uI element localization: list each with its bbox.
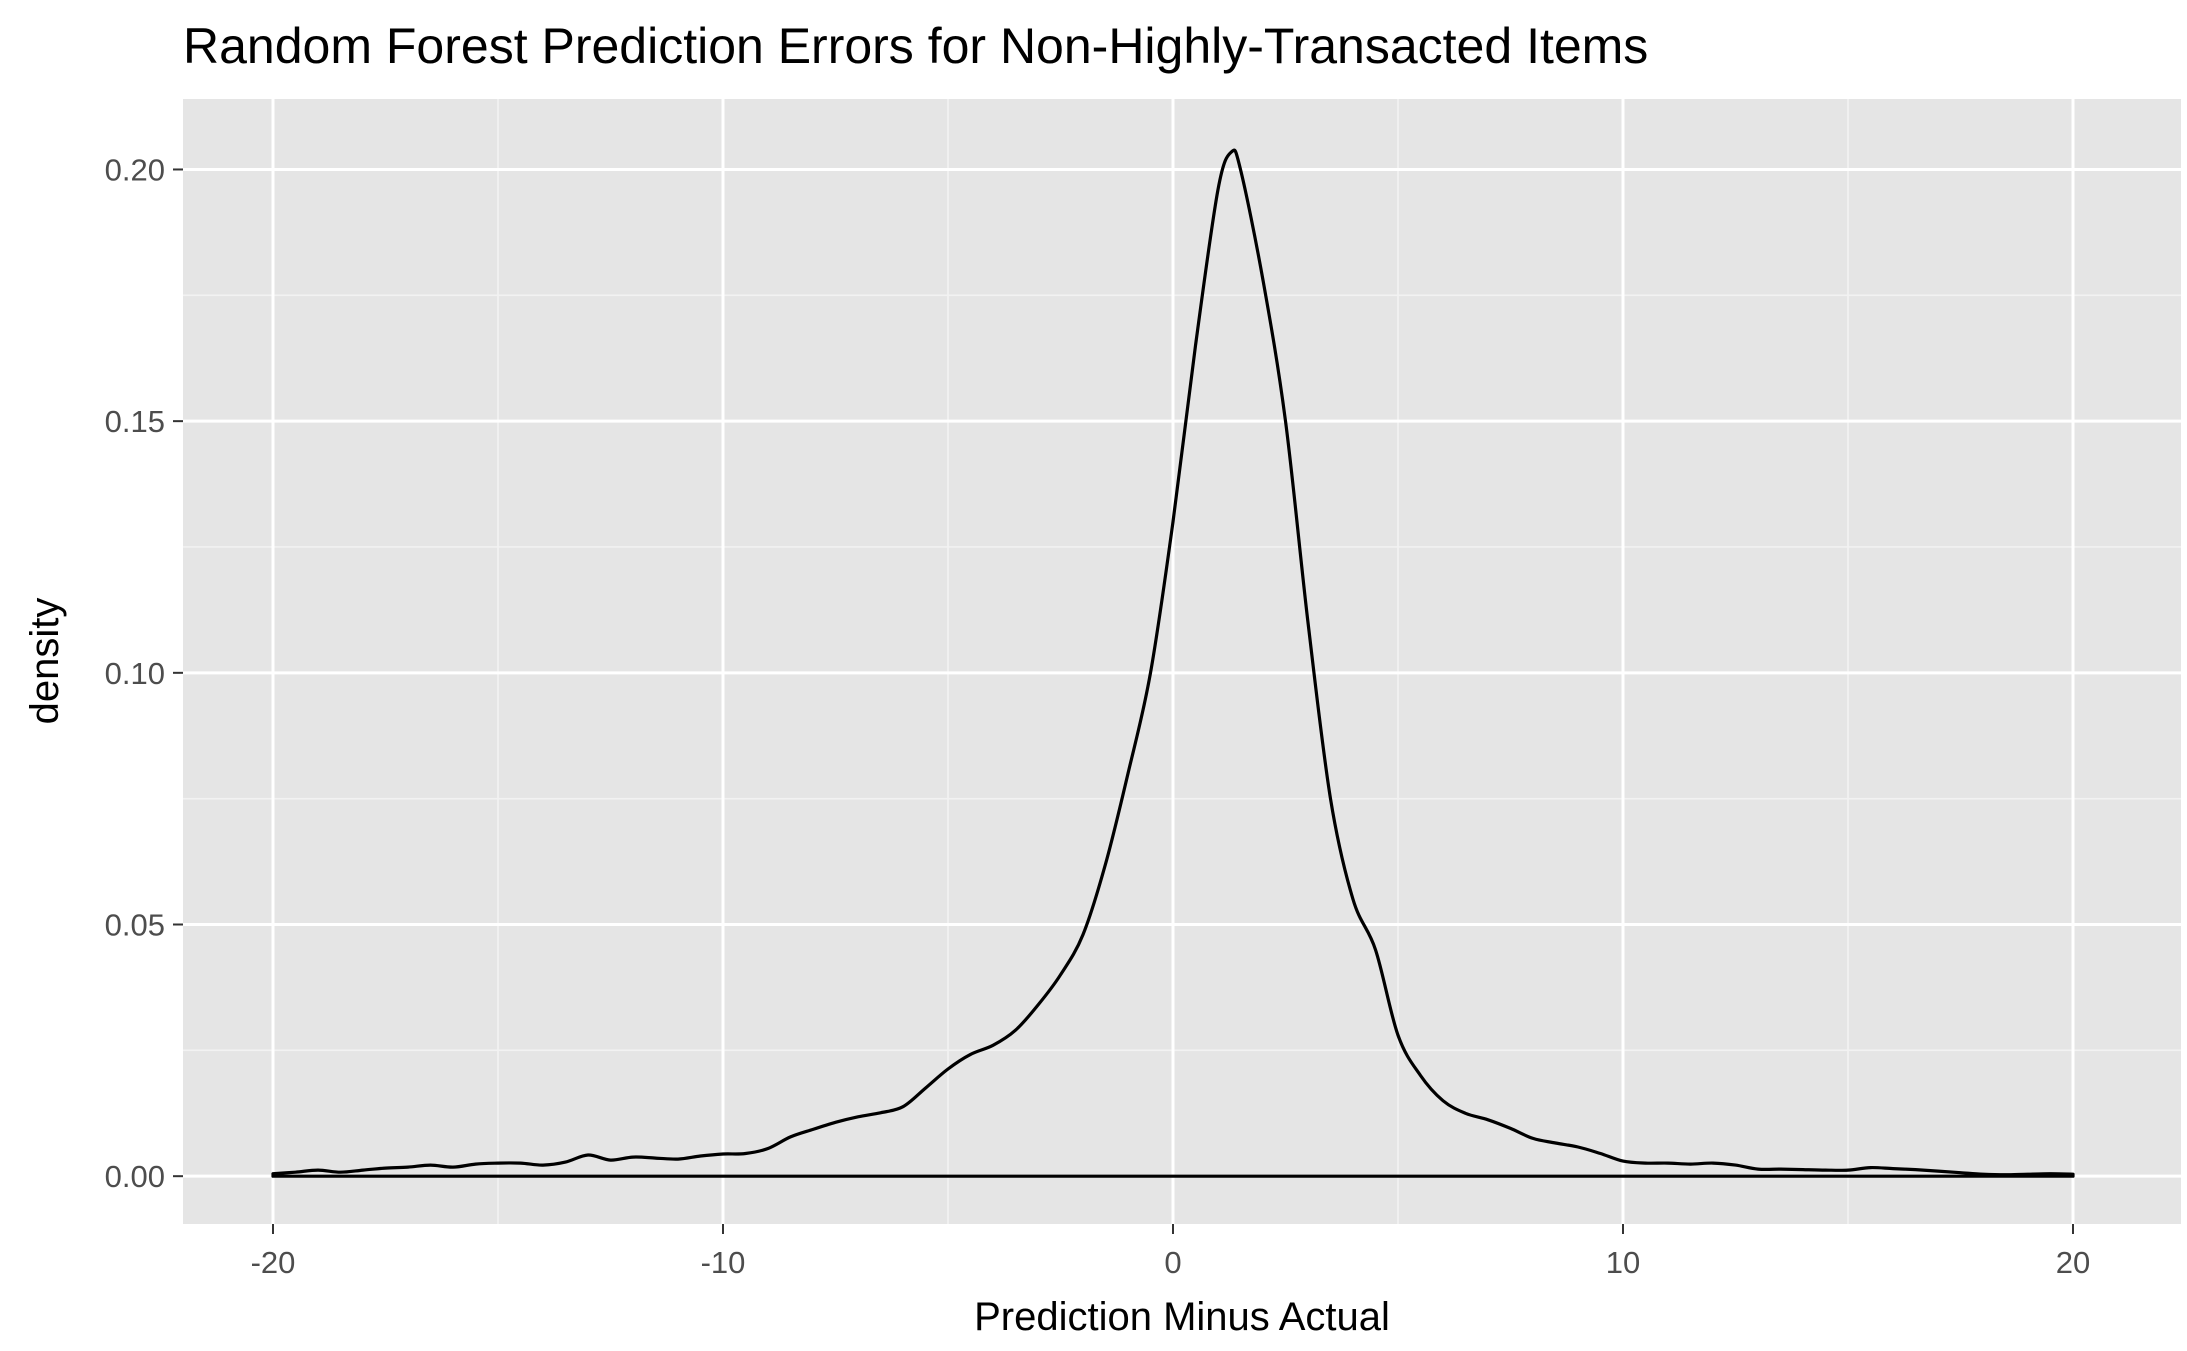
y-tick-labels: 0.00 0.05 0.10 0.15 0.20 <box>105 152 165 1194</box>
y-tick-label: 0.00 <box>105 1159 165 1194</box>
density-curve <box>271 148 2075 1178</box>
x-axis-title: Prediction Minus Actual <box>974 1295 1390 1339</box>
x-tick-label: -20 <box>251 1245 296 1280</box>
x-tick-label: 10 <box>1606 1245 1640 1280</box>
y-axis-title: density <box>23 598 67 725</box>
y-tick-label: 0.10 <box>105 656 165 691</box>
x-tick-labels: -20 -10 0 10 20 <box>251 1245 2091 1280</box>
density-layer <box>271 148 2075 1178</box>
x-tick-label: -10 <box>701 1245 746 1280</box>
axis-ticks <box>173 168 2074 1234</box>
x-tick-label: 0 <box>1164 1245 1181 1280</box>
x-tick-label: 20 <box>2056 1245 2090 1280</box>
plot-panel <box>183 99 2181 1224</box>
chart-title: Random Forest Prediction Errors for Non-… <box>183 18 1648 74</box>
y-tick-label: 0.20 <box>105 152 165 187</box>
minor-gridlines <box>183 99 2181 1224</box>
y-tick-label: 0.05 <box>105 908 165 943</box>
y-tick-label: 0.15 <box>105 404 165 439</box>
